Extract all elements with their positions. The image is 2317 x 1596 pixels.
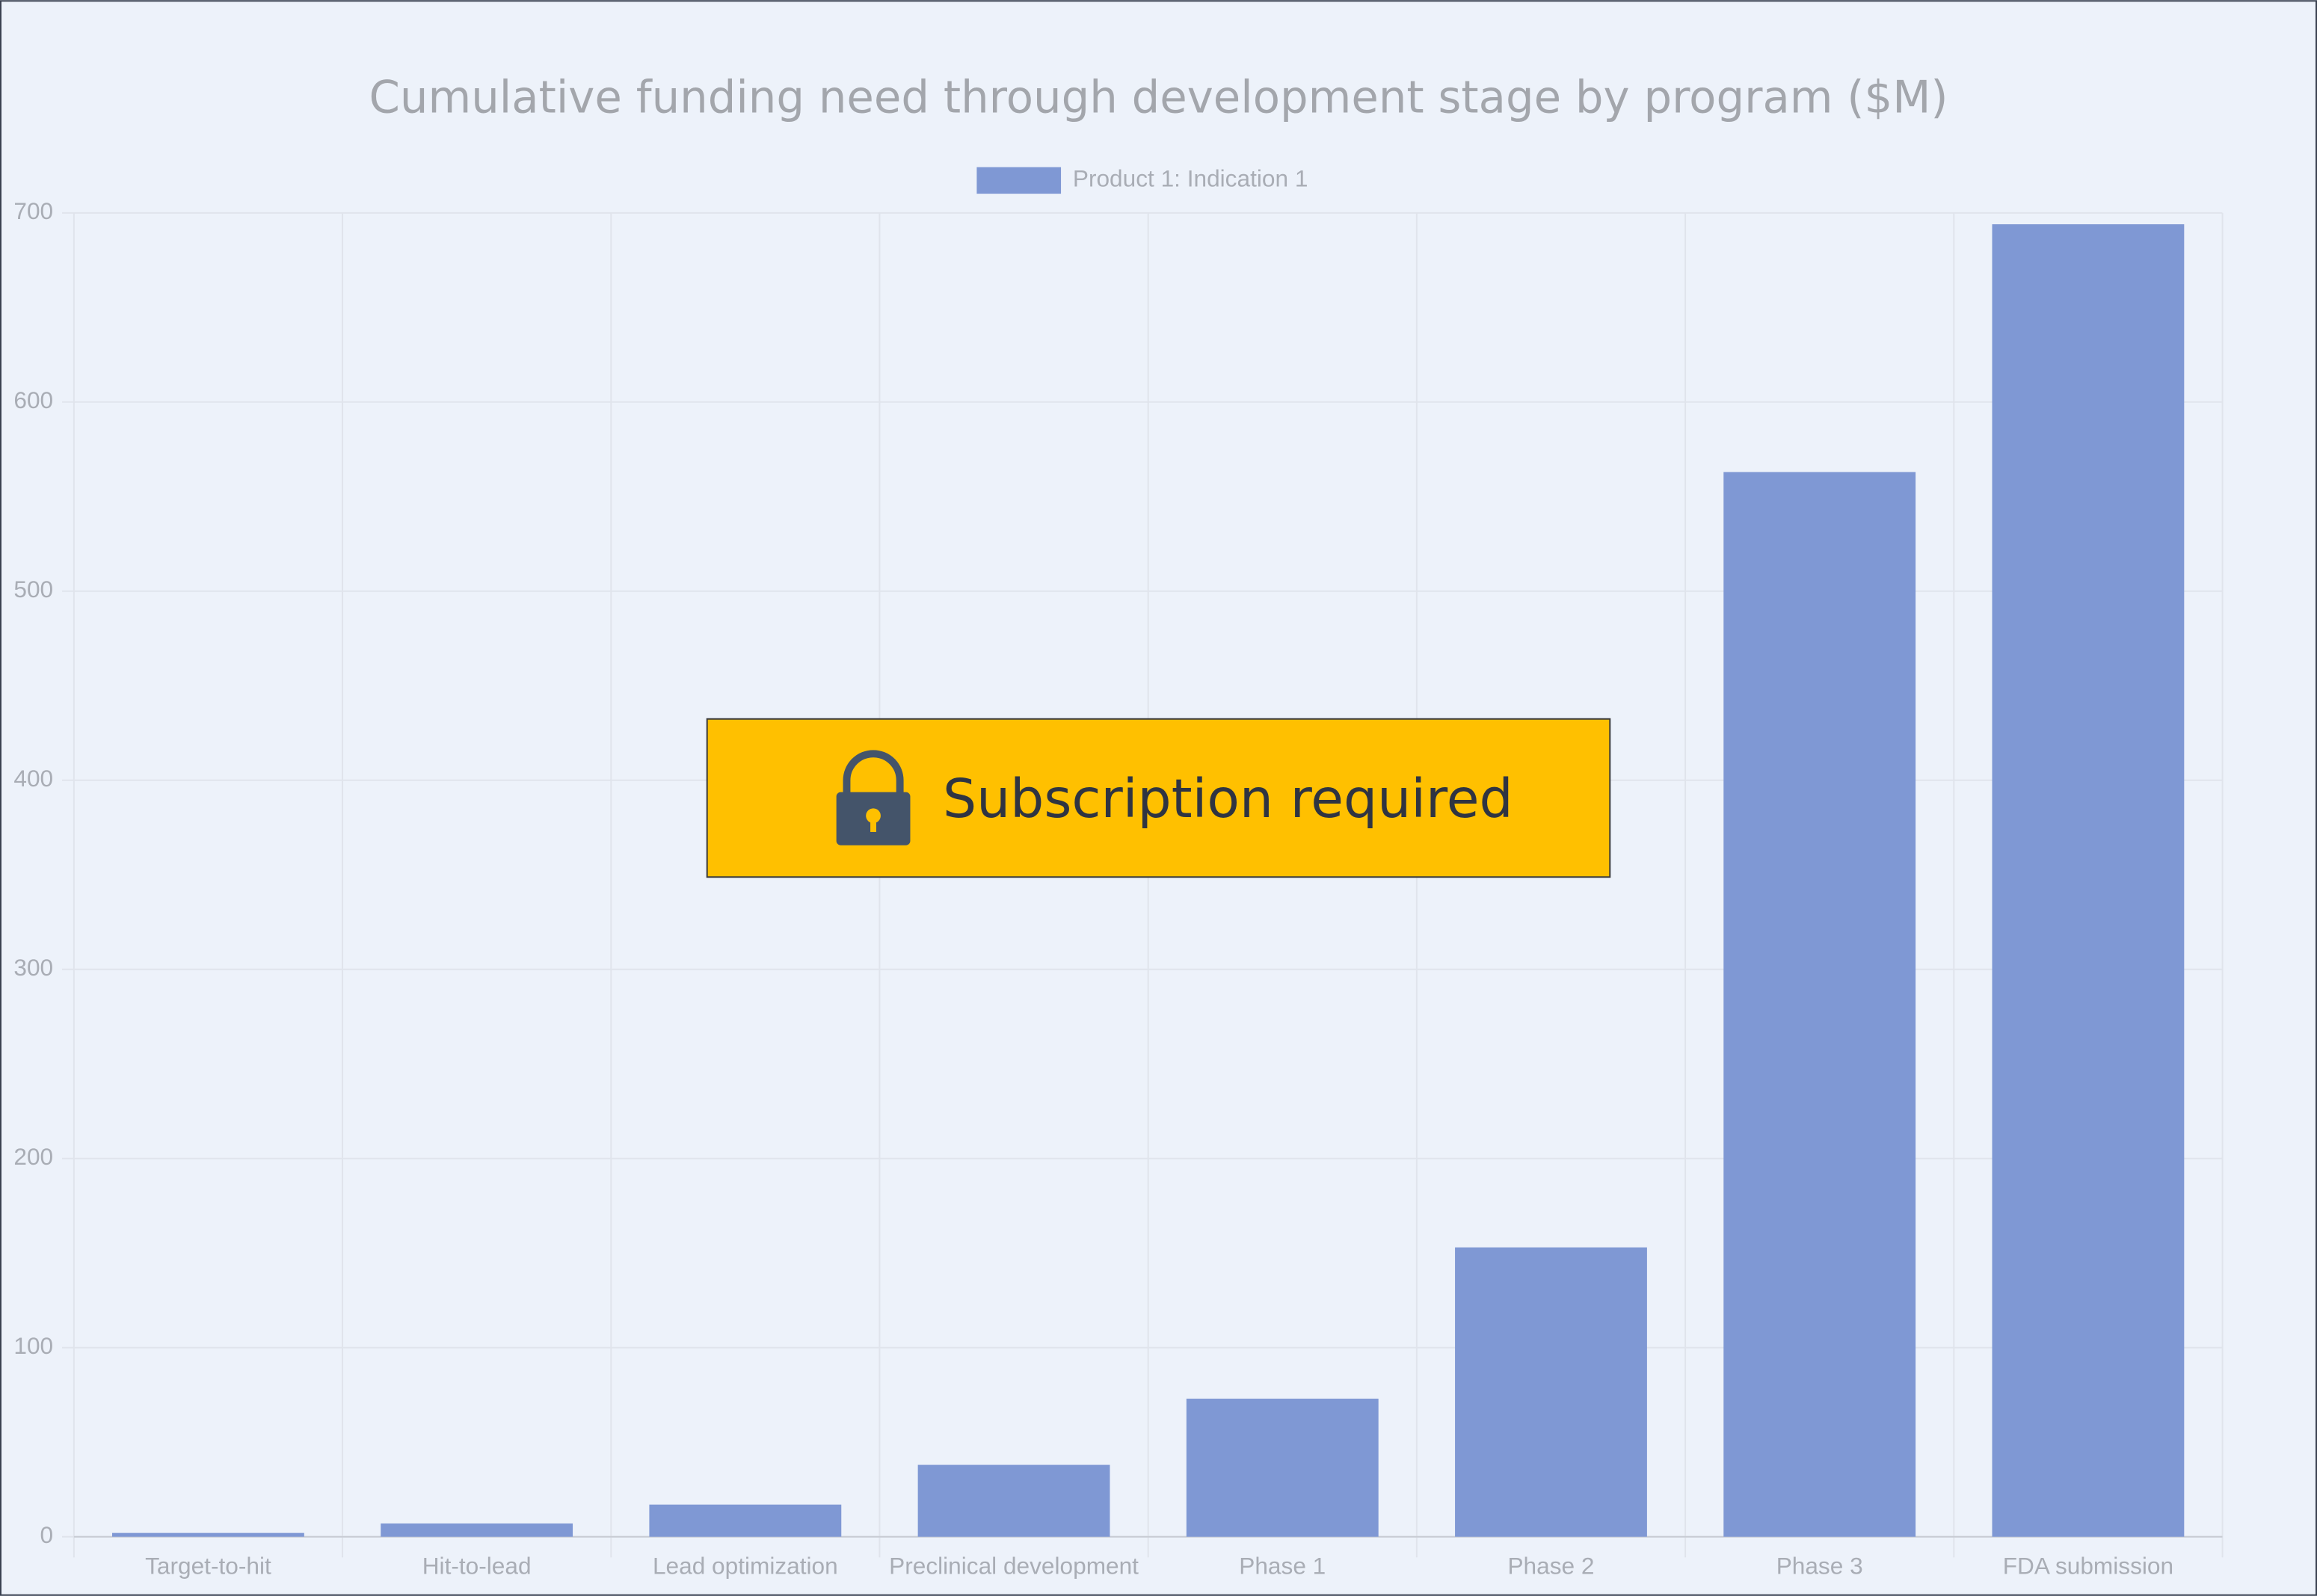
x-tick-label: Phase 3 bbox=[1776, 1553, 1863, 1580]
bar bbox=[917, 1464, 1110, 1537]
x-tick-label: Preclinical development bbox=[889, 1553, 1139, 1580]
y-tick-label: 600 bbox=[13, 386, 53, 413]
bar bbox=[1455, 1247, 1647, 1537]
y-tick-label: 0 bbox=[40, 1521, 54, 1548]
plot: 0 100 200 300 400 500 600 700 Product 1: Indicat… bbox=[13, 165, 2224, 1580]
y-tick-label: 100 bbox=[13, 1332, 53, 1359]
x-tick-label: Phase 2 bbox=[1507, 1553, 1594, 1580]
x-tick-label: Hit-to-lead bbox=[422, 1553, 532, 1580]
legend-swatch bbox=[976, 167, 1062, 194]
y-tick-label: 700 bbox=[13, 197, 53, 224]
legend-label: Product 1: Indication 1 bbox=[1073, 165, 1308, 192]
bar bbox=[1992, 224, 2185, 1537]
y-tick-label: 400 bbox=[13, 765, 53, 792]
y-tick-label: 500 bbox=[13, 576, 53, 603]
x-tick-label: Target-to-hit bbox=[145, 1553, 271, 1580]
bar bbox=[1186, 1399, 1379, 1537]
y-tick-label: 300 bbox=[13, 954, 53, 981]
bar bbox=[112, 1532, 304, 1537]
x-tick-label: Phase 1 bbox=[1239, 1553, 1326, 1580]
chart-title: Cumulative funding need through developm… bbox=[369, 72, 1948, 123]
banner-text[interactable]: Subscription required bbox=[943, 768, 1513, 830]
paywall-banner[interactable]: Subscription required bbox=[706, 718, 1611, 878]
bar bbox=[649, 1504, 842, 1537]
bar bbox=[1723, 472, 1916, 1537]
x-tick-label: Lead optimization bbox=[653, 1553, 838, 1580]
bar bbox=[381, 1523, 573, 1537]
lock-icon bbox=[836, 750, 911, 845]
y-tick-label: 200 bbox=[13, 1143, 53, 1170]
x-tick-label: FDA submission bbox=[2003, 1553, 2173, 1580]
